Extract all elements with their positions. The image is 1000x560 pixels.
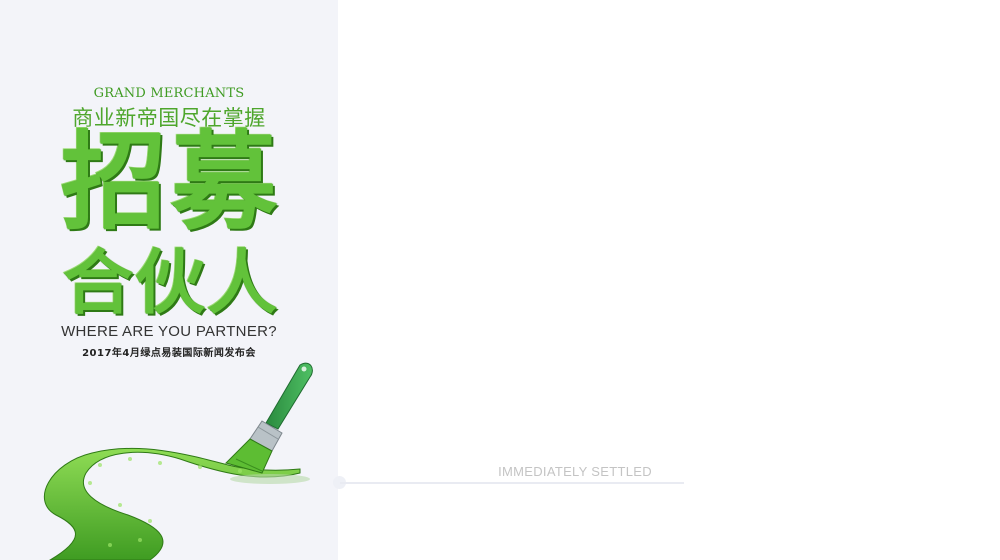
paint-brush-icon <box>225 362 313 474</box>
grass-path <box>44 447 301 560</box>
poster-event-line: 2017年4月绿点易装国际新闻发布会 <box>82 348 256 359</box>
divider-line <box>340 482 684 484</box>
poster-headline-line2: 合伙人 <box>63 242 279 324</box>
grass-path-illustration <box>44 362 313 560</box>
divider-dot <box>333 476 346 489</box>
poster-subtitle-en: GRAND MERCHANTS <box>93 86 245 101</box>
poster-tagline: WHERE ARE YOU PARTNER? <box>61 323 277 340</box>
poster-panel: GRAND MERCHANTS 商业新帝国尽在掌握 招募 合伙人 WHERE A… <box>0 0 338 560</box>
poster-subtitle-cn: 商业新帝国尽在掌握 <box>72 106 266 130</box>
right-caption: IMMEDIATELY SETTLED <box>498 464 652 479</box>
poster-headline-line1: 招募 <box>61 121 281 244</box>
